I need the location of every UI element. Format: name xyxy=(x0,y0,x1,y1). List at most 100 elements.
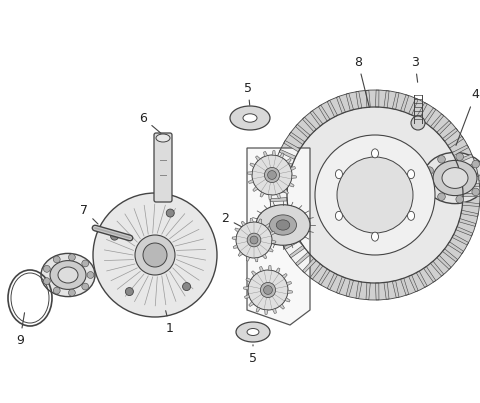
Circle shape xyxy=(236,222,272,258)
Circle shape xyxy=(268,170,276,179)
Polygon shape xyxy=(272,240,276,243)
Polygon shape xyxy=(459,164,476,171)
Circle shape xyxy=(478,174,480,182)
Polygon shape xyxy=(452,235,468,245)
Polygon shape xyxy=(356,281,362,299)
Circle shape xyxy=(87,272,94,278)
Ellipse shape xyxy=(372,149,379,158)
Polygon shape xyxy=(246,256,250,261)
Polygon shape xyxy=(416,271,427,287)
Polygon shape xyxy=(246,278,251,283)
Text: 1: 1 xyxy=(166,311,174,334)
Ellipse shape xyxy=(372,232,379,241)
Circle shape xyxy=(426,182,433,189)
Text: 5: 5 xyxy=(244,81,252,105)
Polygon shape xyxy=(289,183,294,187)
Text: 6: 6 xyxy=(139,112,161,133)
Polygon shape xyxy=(289,132,305,145)
Polygon shape xyxy=(462,183,480,188)
Circle shape xyxy=(337,157,413,233)
Polygon shape xyxy=(273,168,290,176)
Circle shape xyxy=(426,167,433,174)
Polygon shape xyxy=(318,105,330,121)
Ellipse shape xyxy=(423,152,480,204)
Polygon shape xyxy=(327,273,337,290)
Polygon shape xyxy=(272,151,276,155)
Polygon shape xyxy=(258,219,262,224)
Circle shape xyxy=(472,160,480,168)
Circle shape xyxy=(472,188,480,196)
Circle shape xyxy=(53,287,60,294)
Ellipse shape xyxy=(433,160,477,195)
Polygon shape xyxy=(241,221,246,226)
Polygon shape xyxy=(302,117,316,132)
Circle shape xyxy=(260,283,276,297)
Ellipse shape xyxy=(269,215,297,235)
Polygon shape xyxy=(448,242,464,254)
Ellipse shape xyxy=(408,211,415,220)
Polygon shape xyxy=(276,159,293,167)
Circle shape xyxy=(438,193,445,201)
Polygon shape xyxy=(265,224,270,228)
Polygon shape xyxy=(288,290,292,293)
Ellipse shape xyxy=(243,114,257,122)
Polygon shape xyxy=(249,301,254,307)
Polygon shape xyxy=(235,228,240,232)
Polygon shape xyxy=(408,98,418,115)
Polygon shape xyxy=(284,189,288,194)
Polygon shape xyxy=(448,136,464,148)
Circle shape xyxy=(182,283,191,291)
Polygon shape xyxy=(244,287,248,290)
Ellipse shape xyxy=(442,168,468,188)
Ellipse shape xyxy=(230,106,270,130)
Polygon shape xyxy=(232,237,236,240)
Polygon shape xyxy=(443,249,458,262)
Polygon shape xyxy=(346,93,354,110)
Polygon shape xyxy=(392,280,399,298)
Polygon shape xyxy=(290,166,296,170)
Circle shape xyxy=(315,135,435,255)
Ellipse shape xyxy=(336,170,342,179)
Polygon shape xyxy=(461,173,478,180)
Ellipse shape xyxy=(41,253,95,297)
Polygon shape xyxy=(443,128,458,141)
Circle shape xyxy=(438,156,445,163)
Circle shape xyxy=(82,260,89,267)
Polygon shape xyxy=(416,102,427,119)
Polygon shape xyxy=(384,91,389,108)
Polygon shape xyxy=(248,172,252,175)
Circle shape xyxy=(247,233,261,247)
Polygon shape xyxy=(285,298,290,302)
Polygon shape xyxy=(296,124,310,138)
Polygon shape xyxy=(256,307,260,312)
Polygon shape xyxy=(279,150,296,160)
Polygon shape xyxy=(271,179,288,184)
Text: 3: 3 xyxy=(411,56,419,82)
Polygon shape xyxy=(286,158,291,163)
Circle shape xyxy=(69,289,75,296)
FancyBboxPatch shape xyxy=(154,133,172,202)
Polygon shape xyxy=(268,266,271,270)
Polygon shape xyxy=(263,254,267,259)
Polygon shape xyxy=(249,179,253,183)
Polygon shape xyxy=(310,111,323,126)
Polygon shape xyxy=(269,195,272,199)
Polygon shape xyxy=(431,114,444,129)
Polygon shape xyxy=(310,264,323,279)
Polygon shape xyxy=(452,145,468,156)
Polygon shape xyxy=(462,202,480,207)
Text: 8: 8 xyxy=(354,56,369,107)
Ellipse shape xyxy=(50,261,86,289)
Polygon shape xyxy=(273,308,276,314)
Ellipse shape xyxy=(408,170,415,179)
Polygon shape xyxy=(346,279,354,297)
Polygon shape xyxy=(456,154,473,163)
Text: 5: 5 xyxy=(249,345,257,364)
Circle shape xyxy=(93,193,217,317)
Ellipse shape xyxy=(236,322,270,342)
Polygon shape xyxy=(264,152,267,156)
Polygon shape xyxy=(282,274,287,278)
Polygon shape xyxy=(280,304,285,309)
Polygon shape xyxy=(264,310,268,314)
Polygon shape xyxy=(280,153,284,158)
